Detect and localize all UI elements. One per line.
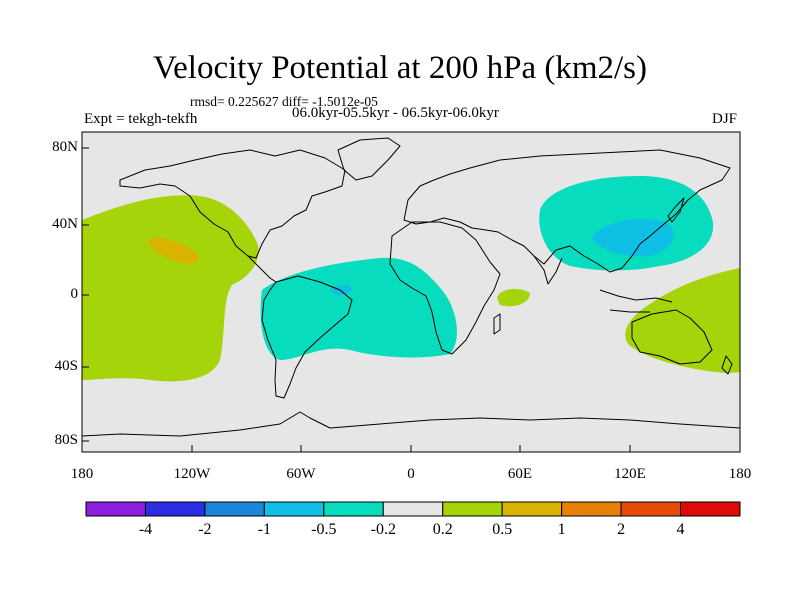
contour-negative-atlantic [260,257,457,360]
lon-label: 0 [407,466,415,482]
lon-label: 120E [614,466,646,482]
colorbar-box [501,501,563,517]
contour-negative-asia-core [592,218,674,257]
lon-label: 180 [70,466,94,482]
colorbar-box [561,501,622,517]
colorbar-box [144,501,206,517]
coast-north-america [119,149,346,259]
colorbar-box [85,501,146,517]
period-label: 06.0kyr-05.5kyr - 06.5kyr-06.0kyr [292,105,499,121]
contour-positive-east-africa [497,288,530,307]
lon-label: 120W [173,466,211,482]
coast-india [533,255,563,285]
contour-negative-amazon-core [330,284,352,296]
contour-fields [82,176,740,382]
coast-greenland [337,137,401,181]
contour-positive-east-pacific [82,195,259,382]
contour-positive-maritime [625,268,740,373]
axis-ticks [81,147,741,452]
coast-madagascar [493,313,501,335]
coastlines [82,137,740,437]
colorbar-label: 2 [617,521,626,538]
stats-line: rmsd= 0.225627 diff= -1.5012e-05 [190,94,378,109]
page-title: Velocity Potential at 200 hPa (km2/s) [152,50,648,86]
experiment-label: Expt = tekgh-tekfh [84,111,198,127]
coast-africa [389,221,501,355]
coast-antarctica [82,411,740,437]
lon-label: 180 [728,466,752,482]
colorbar-box [620,501,682,517]
colorbar [85,501,741,517]
lat-label: 80S [54,432,78,448]
contour-positive-east-pacific-peak [148,237,199,264]
coast-south-america [261,275,353,399]
lat-label: 0 [70,286,79,302]
colorbar-box [263,501,325,517]
colorbar-label: 4 [676,521,685,538]
colorbar-label: 0.5 [492,521,513,538]
lon-label: 60W [286,466,316,482]
coast-japan [667,197,685,223]
lat-label: 40S [54,358,78,374]
colorbar-box [382,501,444,517]
lat-label: 40N [52,216,78,232]
coast-central-america [247,255,277,283]
colorbar-box [680,501,741,517]
colorbar-label: -1 [257,521,272,538]
season-label: DJF [712,111,738,127]
colorbar-box [442,501,503,517]
lon-label: 60E [507,466,533,482]
coast-australia [631,309,713,365]
colorbar-label: -0.2 [370,521,396,538]
colorbar-box [204,501,265,517]
colorbar-box [323,501,384,517]
colorbar-label: 0.2 [432,521,453,538]
colorbar-label: -0.5 [311,521,337,538]
colorbar-label: -4 [138,521,153,538]
colorbar-label: -2 [198,521,212,538]
coast-eurasia [403,149,731,273]
colorbar-label: 1 [557,521,566,538]
coast-indonesia [599,289,673,313]
coast-new-zealand [721,355,733,375]
lat-label: 80N [52,139,78,155]
